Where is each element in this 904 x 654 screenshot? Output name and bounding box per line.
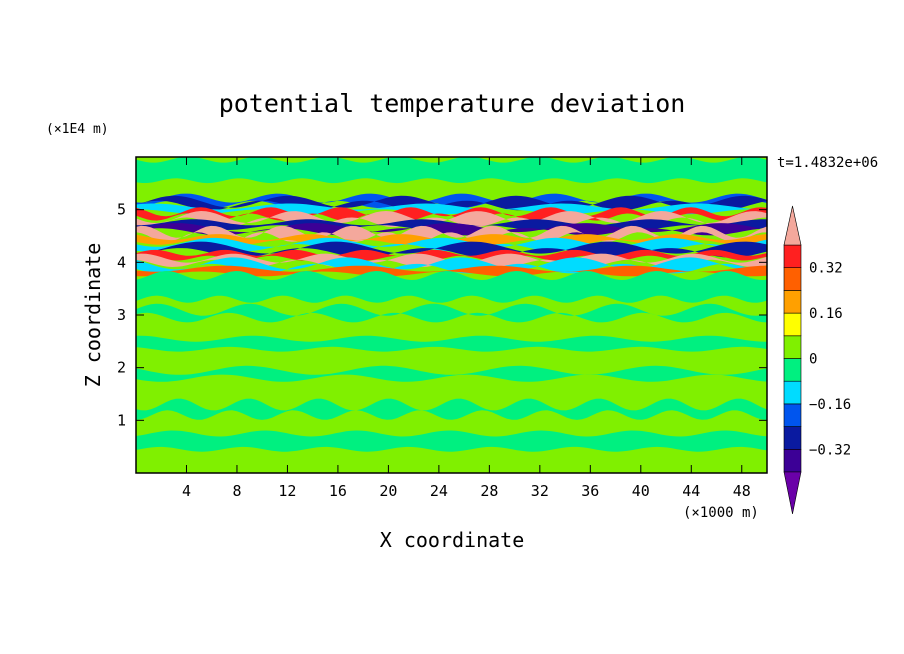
y-tick-label: 4 (117, 253, 126, 271)
x-tick-label: 20 (379, 482, 397, 500)
y-axis-label: Z coordinate (81, 243, 105, 388)
colorbar-label: −0.16 (809, 397, 851, 413)
colorbar-swatch (783, 448, 802, 473)
colorbar-swatch (783, 380, 802, 405)
contour-band (136, 271, 767, 303)
colorbar-swatch (783, 312, 802, 337)
y-unit-label: (×1E4 m) (46, 122, 109, 137)
colorbar-label: 0 (809, 352, 817, 368)
colorbar: 0.32 0.16 0 −0.16 −0.32 (783, 205, 851, 515)
x-tick-label: 16 (329, 482, 347, 500)
y-tick-label: 2 (117, 359, 126, 377)
y-tick-label: 1 (117, 411, 126, 429)
contour-band (136, 257, 767, 274)
colorbar-swatch (783, 358, 802, 382)
colorbar-swatch (783, 335, 802, 359)
chart-title: potential temperature deviation (219, 89, 686, 118)
x-tick-label: 36 (581, 482, 599, 500)
y-tick-label: 5 (117, 201, 126, 219)
contour-band (136, 234, 767, 245)
x-unit-label: (×1000 m) (683, 505, 759, 521)
x-tick-label: 8 (232, 482, 241, 500)
colorbar-under-arrow (783, 471, 802, 515)
x-tick-label: 32 (531, 482, 549, 500)
contour-band (136, 223, 767, 236)
contour-band (136, 253, 767, 267)
colorbar-swatch (783, 290, 802, 314)
contour-band (136, 265, 767, 277)
colorbar-label: 0.32 (809, 261, 843, 277)
contour-band (136, 365, 767, 382)
x-tick-label: 4 (182, 482, 191, 500)
y-tick-label: 3 (117, 306, 126, 324)
contour-band (136, 157, 767, 184)
y-axis: 1 2 3 4 5 (117, 201, 767, 429)
colorbar-swatch (783, 403, 802, 427)
contour-field (136, 157, 767, 473)
contour-band (136, 303, 767, 323)
x-tick-label: 40 (632, 482, 650, 500)
colorbar-swatch (783, 426, 802, 450)
contour-band (136, 430, 767, 452)
contour-band (136, 398, 767, 420)
x-tick-label: 24 (430, 482, 448, 500)
colorbar-label: −0.32 (809, 442, 851, 458)
x-axis-label: X coordinate (380, 528, 525, 552)
colorbar-over-arrow (783, 205, 802, 246)
colorbar-label: 0.16 (809, 306, 843, 322)
x-tick-label: 12 (278, 482, 296, 500)
time-label: t=1.4832e+06 (777, 155, 878, 171)
contour-band (136, 335, 767, 352)
colorbar-swatch (783, 244, 802, 269)
contour-band (136, 241, 767, 258)
colorbar-swatch (783, 267, 802, 291)
x-tick-label: 48 (733, 482, 751, 500)
x-axis: 4 8 12 16 20 24 28 32 36 40 44 48 (182, 157, 751, 500)
x-tick-label: 44 (682, 482, 700, 500)
x-tick-label: 28 (480, 482, 498, 500)
